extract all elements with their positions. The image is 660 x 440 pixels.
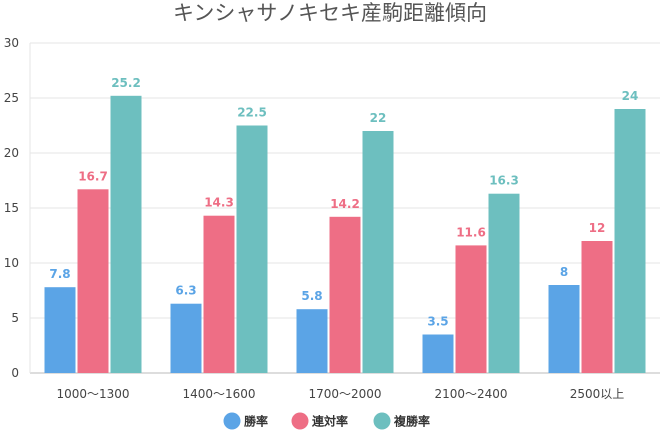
- bar-0-4[interactable]: [548, 285, 580, 373]
- y-axis: 0 5 10 15 20 25 30: [4, 36, 19, 380]
- legend-label: 複勝率: [393, 414, 430, 429]
- bar-1-2[interactable]: [329, 216, 361, 373]
- legend[interactable]: 勝率 連対率 複勝率: [223, 412, 431, 430]
- data-label: 6.3: [175, 284, 196, 298]
- legend-swatch: [223, 412, 241, 430]
- y-tick-label: 25: [4, 91, 19, 105]
- legend-item[interactable]: 複勝率: [373, 412, 431, 430]
- y-tick-label: 20: [4, 146, 19, 160]
- data-label: 14.3: [204, 196, 234, 210]
- bar-1-0[interactable]: [77, 189, 109, 373]
- x-axis: 1000～1300 1400～1600 1700～2000 2100～2400 2500…: [56, 387, 624, 401]
- y-tick-label: 10: [4, 256, 19, 270]
- bar-2-1[interactable]: [236, 125, 268, 374]
- bars: [44, 95, 646, 374]
- bar-1-3[interactable]: [455, 245, 487, 373]
- legend-swatch: [291, 412, 309, 430]
- bar-0-3[interactable]: [422, 334, 454, 374]
- bar-2-2[interactable]: [362, 131, 394, 373]
- data-label: 16.7: [78, 169, 108, 183]
- bar-1-1[interactable]: [203, 215, 235, 373]
- bar-0-1[interactable]: [170, 303, 202, 373]
- data-label: 3.5: [427, 315, 448, 329]
- data-label: 8: [560, 265, 568, 279]
- legend-item[interactable]: 連対率: [291, 412, 349, 430]
- bar-0-2[interactable]: [296, 309, 328, 373]
- data-label: 5.8: [301, 289, 322, 303]
- data-label: 22: [370, 111, 387, 125]
- bar-2-0[interactable]: [110, 95, 142, 374]
- data-label: 22.5: [237, 106, 267, 120]
- chart-title: キンシャサノキセキ産駒距離傾向: [173, 1, 487, 25]
- y-tick-label: 0: [11, 366, 19, 380]
- legend-label: 勝率: [244, 414, 268, 429]
- data-labels: 7.8 16.7 25.2 6.3 14.3 22.5 5.8 14.2 22 3.5 11.6 16…: [49, 76, 638, 329]
- data-label: 14.2: [330, 197, 360, 211]
- data-label: 12: [589, 221, 606, 235]
- y-tick-label: 5: [11, 311, 19, 325]
- x-tick-label: 1700～2000: [308, 387, 381, 401]
- data-label: 7.8: [49, 267, 70, 281]
- data-label: 25.2: [111, 76, 141, 90]
- y-tick-label: 15: [4, 201, 19, 215]
- bar-2-4[interactable]: [614, 109, 646, 373]
- data-label: 16.3: [489, 174, 519, 188]
- y-tick-label: 30: [4, 36, 19, 50]
- bar-2-3[interactable]: [488, 193, 520, 373]
- x-tick-label: 2100～2400: [434, 387, 507, 401]
- bar-1-4[interactable]: [581, 241, 613, 373]
- x-tick-label: 1400～1600: [182, 387, 255, 401]
- legend-item[interactable]: 勝率: [223, 412, 269, 430]
- x-tick-label: 2500以上: [570, 387, 625, 401]
- data-label: 11.6: [456, 225, 486, 239]
- bar-0-0[interactable]: [44, 287, 76, 373]
- x-tick-label: 1000～1300: [56, 387, 129, 401]
- legend-swatch: [373, 412, 391, 430]
- legend-label: 連対率: [312, 414, 348, 429]
- data-label: 24: [622, 89, 639, 103]
